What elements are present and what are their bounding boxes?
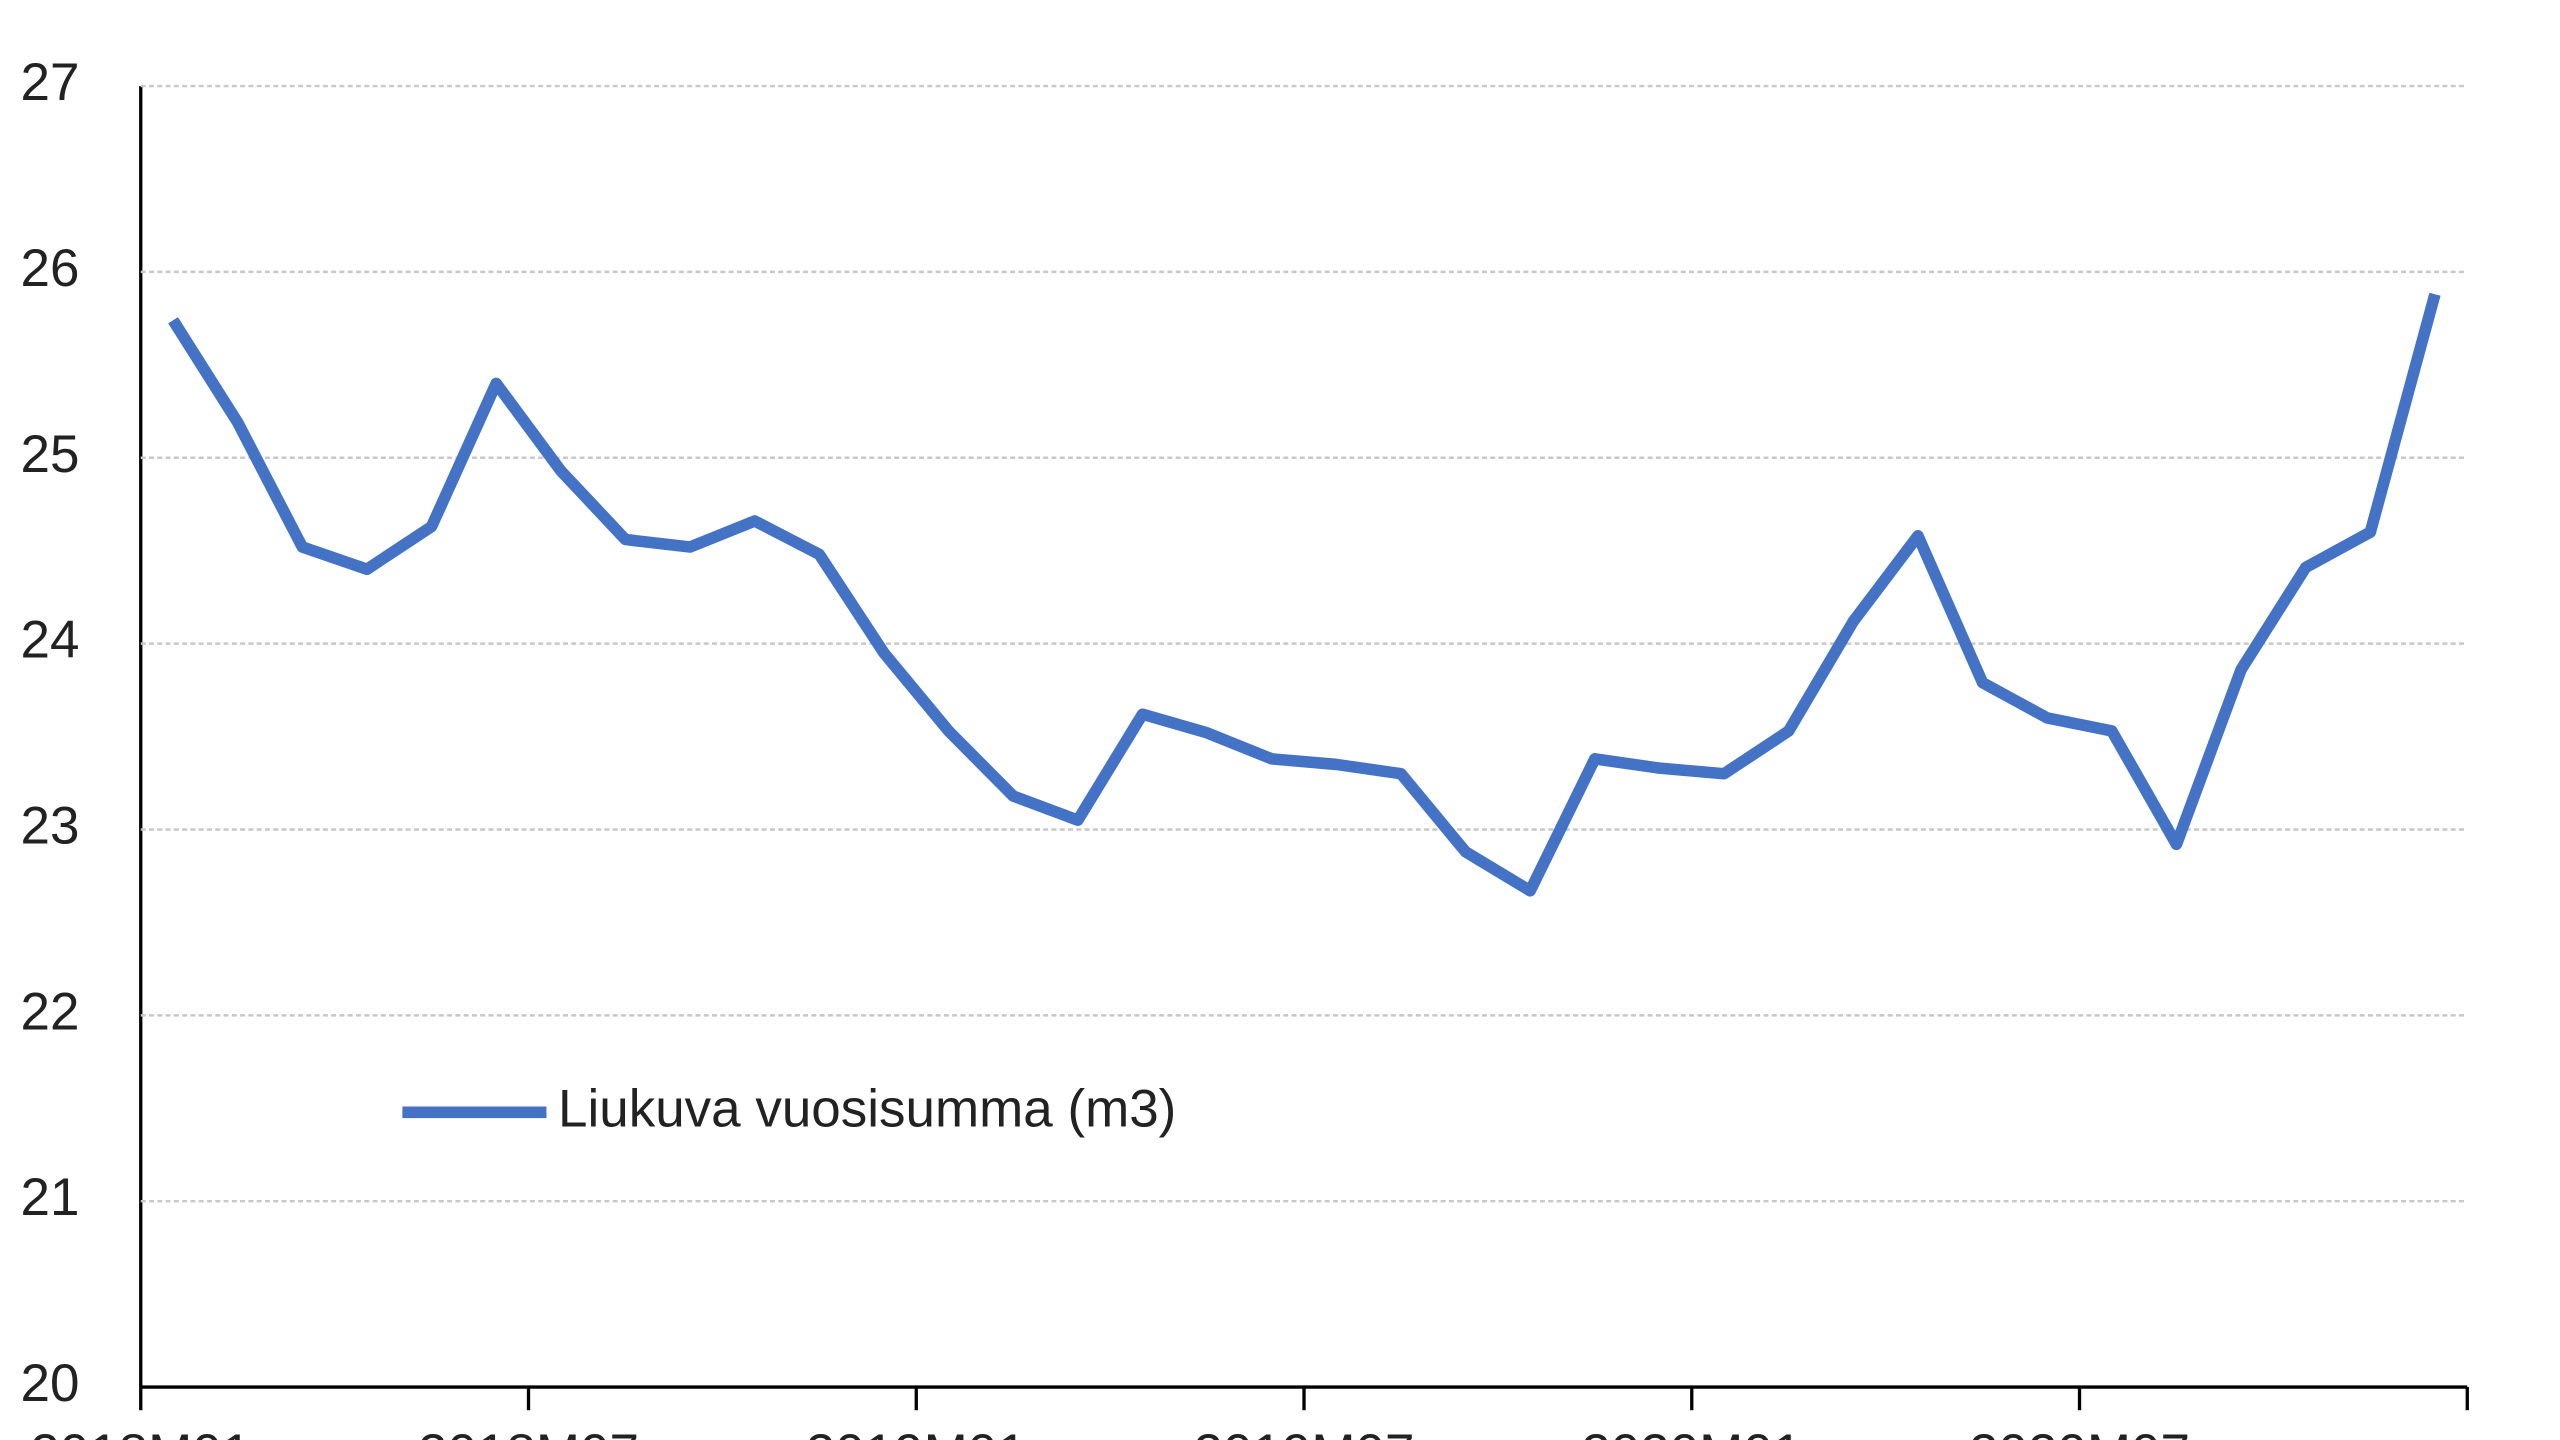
x-tick-label: 2020M01	[1581, 1424, 1802, 1440]
y-tick-label: 27	[21, 53, 80, 112]
data-line	[168, 292, 2441, 897]
x-tick-label: 2018M07	[418, 1424, 639, 1440]
x-tick-label: 2019M07	[1194, 1424, 1415, 1440]
y-tick-label: 25	[21, 425, 80, 484]
y-tick-label: 20	[21, 1354, 80, 1413]
x-tick-label: 2018M01	[30, 1424, 251, 1440]
y-tick-label: 22	[21, 982, 80, 1041]
y-tick-label: 21	[21, 1168, 80, 1227]
x-tick-label: 2019M01	[806, 1424, 1027, 1440]
x-tick-label: 2020M07	[1969, 1424, 2190, 1440]
y-tick-label: 26	[21, 239, 80, 298]
y-tick-label: 24	[21, 611, 80, 670]
y-tick-label: 23	[21, 796, 80, 855]
legend-label: Liukuva vuosisumma (m3)	[558, 1079, 1176, 1138]
